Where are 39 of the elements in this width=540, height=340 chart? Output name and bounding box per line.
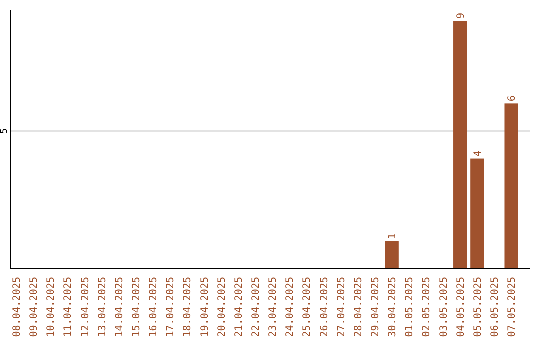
data-label: 6 [507, 96, 518, 102]
x-tick-label: 02.05.2025 [422, 277, 433, 338]
x-tick-label: 15.04.2025 [132, 277, 143, 338]
x-tick-label: 12.04.2025 [80, 277, 92, 338]
x-tick-label: 24.04.2025 [285, 277, 296, 338]
x-tick-label: 14.04.2025 [114, 277, 126, 338]
x-tick-label: 18.04.2025 [182, 277, 194, 338]
x-tick-label: 27.04.2025 [336, 277, 348, 338]
y-tick-label: 5 [0, 128, 10, 134]
x-tick-label: 07.05.2025 [507, 277, 518, 338]
x-tick-label: 19.04.2025 [200, 277, 211, 338]
data-label: 9 [456, 12, 467, 20]
bar [385, 241, 399, 269]
x-tick-label: 29.04.2025 [370, 277, 382, 338]
x-tick-label: 17.04.2025 [166, 277, 177, 338]
x-tick-label: 06.05.2025 [490, 277, 501, 338]
x-tick-label: 26.04.2025 [319, 277, 330, 338]
x-tick-label: 09.04.2025 [29, 277, 40, 338]
data-label: 4 [472, 150, 484, 157]
x-tick-label: 20.04.2025 [216, 277, 228, 338]
x-tick-label: 05.05.2025 [472, 277, 484, 338]
x-tick-label: 22.04.2025 [251, 277, 262, 338]
x-tick-label: 01.05.2025 [404, 277, 416, 338]
x-tick-label: 10.04.2025 [46, 277, 58, 338]
bar [504, 104, 518, 269]
x-tick-label: 25.04.2025 [302, 277, 314, 338]
bar [470, 158, 484, 269]
x-tick-label: 13.04.2025 [97, 277, 108, 338]
data-label: 1 [388, 233, 399, 240]
x-tick-label: 28.04.2025 [353, 277, 364, 338]
x-tick-label: 04.05.2025 [456, 277, 467, 338]
x-tick-label: 03.05.2025 [438, 277, 450, 338]
bar [454, 21, 468, 269]
x-tick-label: 23.04.2025 [268, 277, 280, 338]
x-tick-label: 21.04.2025 [234, 277, 245, 338]
x-tick-label: 16.04.2025 [148, 277, 160, 338]
x-tick-label: 11.04.2025 [63, 277, 74, 338]
x-tick-label: 08.04.2025 [12, 277, 24, 338]
x-tick-label: 30.04.2025 [388, 277, 399, 338]
